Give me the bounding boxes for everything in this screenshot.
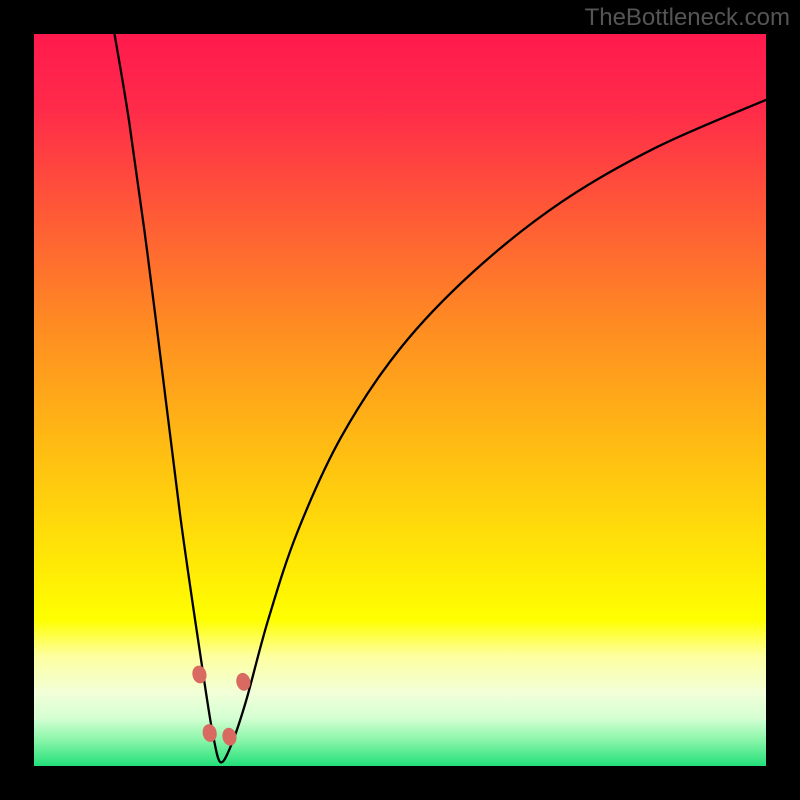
figure-root: TheBottleneck.com	[0, 0, 800, 800]
gradient-background	[34, 34, 766, 766]
plot-svg	[34, 34, 766, 766]
plot-area	[34, 34, 766, 766]
watermark-text: TheBottleneck.com	[585, 4, 790, 32]
